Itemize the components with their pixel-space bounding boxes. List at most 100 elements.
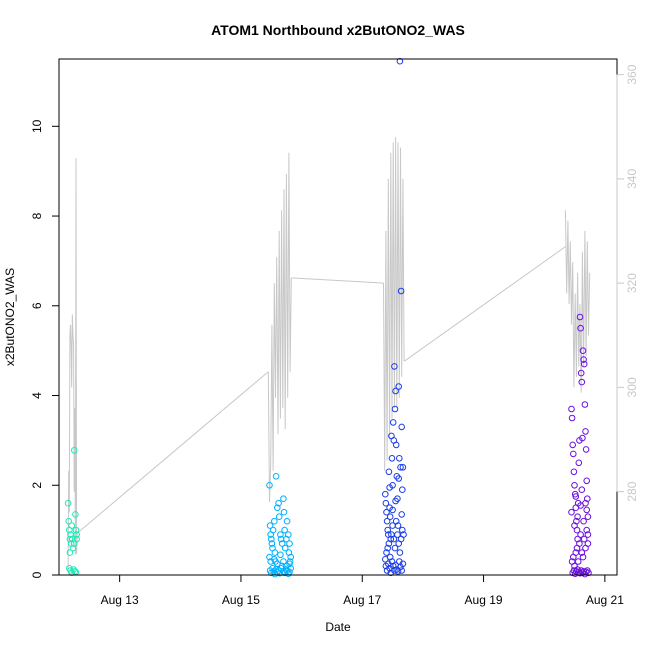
y-axis-right: 280 300 320 340 360	[616, 64, 639, 502]
data-point	[579, 347, 587, 355]
data-point	[287, 553, 295, 561]
data-point	[271, 556, 278, 563]
data-point	[285, 531, 292, 538]
data-point	[395, 383, 403, 390]
data-point	[391, 363, 398, 370]
data-point	[269, 565, 276, 572]
x-tick-label: Aug 15	[222, 593, 260, 607]
data-point	[382, 490, 389, 498]
data-point	[283, 517, 291, 525]
y-tick-label: 0	[30, 571, 44, 578]
data-points	[64, 57, 592, 578]
data-point	[577, 324, 584, 332]
data-point	[382, 556, 389, 563]
data-point	[382, 499, 390, 507]
data-point	[399, 526, 406, 534]
y-tick-label: 4	[30, 392, 44, 399]
data-point	[582, 428, 589, 435]
secondary-line-burst-4	[564, 210, 591, 393]
point-group-3	[382, 57, 407, 577]
data-point	[286, 560, 293, 568]
data-point	[584, 513, 592, 521]
secondary-line-burst-2	[267, 152, 292, 503]
x-tick-label: Aug 13	[101, 593, 139, 607]
data-point	[584, 531, 592, 538]
data-point	[266, 482, 273, 489]
secondary-line-connector-3	[403, 246, 566, 362]
point-group-4	[568, 313, 592, 578]
data-point	[391, 544, 399, 552]
data-point	[274, 560, 281, 568]
data-point	[575, 459, 583, 467]
y2-tick-label: 320	[625, 273, 639, 293]
secondary-line-connector-1	[76, 371, 269, 534]
data-point	[392, 497, 399, 505]
y-axis-label: x2ButONO2_WAS	[3, 268, 17, 366]
data-point	[583, 506, 591, 514]
data-point	[65, 517, 72, 525]
data-point	[268, 540, 276, 547]
data-point	[384, 544, 392, 552]
data-point	[389, 419, 397, 426]
data-point	[580, 517, 587, 525]
data-point	[396, 57, 404, 65]
plot-box	[58, 58, 618, 576]
data-point	[271, 549, 279, 556]
y-tick-label: 2	[30, 482, 44, 489]
data-point	[571, 522, 578, 529]
data-point	[583, 526, 591, 534]
data-point	[69, 544, 77, 552]
y-axis-left: 0 2 4 6 8 10	[30, 119, 60, 578]
data-point	[392, 517, 400, 525]
data-point	[400, 531, 407, 538]
secondary-line-connector-2	[291, 277, 384, 284]
data-point	[391, 405, 399, 413]
data-point	[572, 493, 580, 500]
data-point	[395, 475, 403, 482]
data-point	[383, 549, 390, 556]
data-point	[574, 513, 581, 521]
data-point	[66, 535, 74, 543]
data-point	[571, 482, 578, 489]
data-point	[392, 441, 400, 449]
data-point	[389, 522, 396, 529]
data-point	[73, 535, 80, 543]
y2-tick-label: 300	[625, 377, 639, 397]
data-point	[580, 535, 588, 543]
data-point	[267, 558, 275, 565]
data-point	[385, 468, 393, 476]
data-point	[285, 570, 292, 578]
data-point	[68, 522, 75, 529]
data-point	[396, 455, 403, 462]
data-point	[399, 486, 406, 494]
data-point	[398, 423, 406, 431]
secondary-line-burst-1	[67, 157, 78, 570]
y-tick-label: 6	[30, 302, 44, 309]
x-tick-label: Aug 19	[465, 593, 503, 607]
data-point	[286, 540, 293, 547]
data-point	[388, 455, 396, 462]
y2-tick-label: 360	[625, 64, 639, 84]
data-point	[274, 504, 281, 512]
data-point	[278, 540, 286, 547]
data-point	[576, 540, 583, 547]
x-tick-label: Aug 21	[586, 593, 624, 607]
x-axis: Aug 13 Aug 15 Aug 17 Aug 19 Aug 21	[101, 574, 624, 607]
data-point	[72, 511, 79, 518]
data-point	[383, 517, 391, 525]
data-point	[582, 446, 590, 453]
x-tick-label: Aug 17	[343, 593, 381, 607]
secondary-line-layer	[67, 137, 591, 570]
data-point	[583, 477, 591, 485]
data-point	[397, 287, 405, 295]
data-point	[384, 526, 392, 534]
data-point	[577, 369, 585, 377]
data-point	[577, 531, 584, 538]
data-point	[281, 526, 288, 534]
data-point	[272, 473, 280, 480]
data-point	[287, 565, 295, 572]
data-point	[71, 568, 79, 575]
point-group-2	[266, 473, 295, 578]
data-point	[579, 553, 587, 561]
point-group-1	[64, 447, 80, 577]
